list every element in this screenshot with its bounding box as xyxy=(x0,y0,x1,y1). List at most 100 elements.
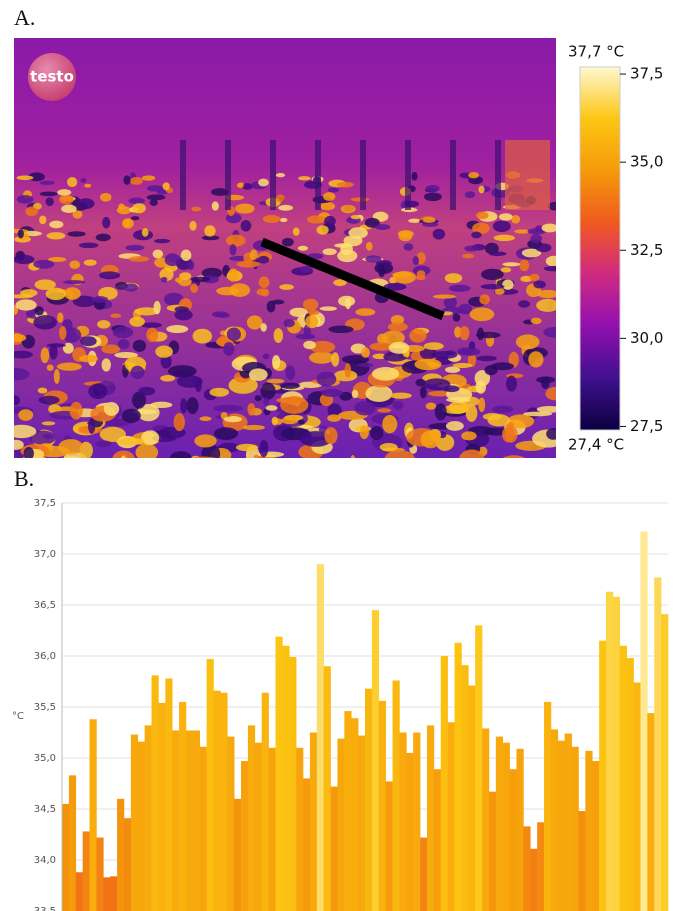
bar xyxy=(523,826,530,911)
heat-blob xyxy=(189,457,220,465)
heat-blob xyxy=(545,387,565,400)
heat-blob xyxy=(415,275,425,280)
heat-blob xyxy=(276,397,305,403)
heat-blob xyxy=(47,343,66,347)
bar xyxy=(386,781,393,911)
heat-blob xyxy=(223,342,234,356)
heat-blob xyxy=(24,447,34,460)
heat-blob xyxy=(324,427,337,444)
heat-blob xyxy=(155,346,173,358)
heat-blob xyxy=(10,351,33,359)
heat-blob xyxy=(272,355,280,369)
heat-blob xyxy=(84,184,91,188)
heat-blob xyxy=(372,367,399,381)
bar xyxy=(558,741,565,911)
heat-blob xyxy=(293,227,300,235)
bar xyxy=(131,735,138,911)
heat-blob xyxy=(413,256,419,265)
bar xyxy=(599,641,606,911)
bar xyxy=(200,747,207,911)
heat-blob xyxy=(276,194,285,202)
heat-blob xyxy=(481,269,504,280)
heat-blob xyxy=(260,383,275,400)
heat-blob xyxy=(138,387,155,396)
heat-blob xyxy=(57,312,63,322)
heat-blob xyxy=(481,284,505,289)
y-tick-label: 37,0 xyxy=(34,549,56,560)
bar xyxy=(399,733,406,911)
bar xyxy=(69,775,76,911)
heat-blob xyxy=(181,250,192,261)
heat-blob xyxy=(468,172,479,178)
heat-blob xyxy=(150,199,158,206)
bar xyxy=(572,747,579,911)
heat-blob xyxy=(41,347,50,363)
bar xyxy=(303,778,310,911)
bar xyxy=(145,725,152,911)
logo: testo xyxy=(30,68,74,86)
heat-blob xyxy=(274,328,284,343)
heat-blob xyxy=(189,221,196,231)
bar xyxy=(510,769,517,911)
heat-blob xyxy=(263,398,269,406)
heat-blob xyxy=(46,197,54,206)
heat-blob xyxy=(237,183,244,188)
heat-blob xyxy=(365,385,392,402)
heat-blob xyxy=(118,339,130,349)
heat-blob xyxy=(47,232,66,239)
bar xyxy=(420,838,427,911)
heat-blob xyxy=(389,342,410,354)
bar xyxy=(413,733,420,911)
heat-blob xyxy=(247,315,263,329)
heat-blob xyxy=(67,231,85,236)
heat-blob xyxy=(281,416,298,424)
heat-blob xyxy=(190,283,198,293)
bar xyxy=(406,753,413,911)
bar xyxy=(441,656,448,911)
heat-blob xyxy=(133,340,146,352)
heat-blob xyxy=(129,256,149,262)
heat-blob xyxy=(453,314,461,322)
heat-blob xyxy=(118,204,125,210)
heat-blob xyxy=(212,201,219,210)
heat-blob xyxy=(528,351,543,367)
heat-blob xyxy=(267,301,276,313)
bar xyxy=(351,718,358,911)
bar xyxy=(627,658,634,911)
bar xyxy=(565,734,572,911)
heat-blob xyxy=(3,368,29,381)
colorbar-max-label: 37,7 °C xyxy=(568,43,624,61)
heat-blob xyxy=(316,372,336,387)
bar xyxy=(289,657,296,911)
heat-blob xyxy=(224,416,242,422)
heat-blob xyxy=(130,366,144,379)
bar xyxy=(337,739,344,911)
bar xyxy=(124,818,131,911)
colorbar-tick-label: 37,5 xyxy=(630,65,663,83)
bar xyxy=(117,799,124,911)
heat-blob xyxy=(476,212,489,219)
bar xyxy=(96,838,103,911)
heat-blob xyxy=(493,220,511,232)
bar xyxy=(241,761,248,911)
heat-blob xyxy=(307,215,326,223)
heat-blob xyxy=(263,215,281,223)
heat-blob xyxy=(13,255,34,264)
bar xyxy=(234,799,241,911)
heat-blob xyxy=(380,443,398,451)
heat-blob xyxy=(316,225,328,234)
colorbar-tick-label: 27,5 xyxy=(630,417,663,435)
heat-blob xyxy=(174,413,185,431)
heat-blob xyxy=(426,185,440,192)
heat-blob xyxy=(80,178,86,183)
heat-blob xyxy=(327,414,341,421)
bar xyxy=(517,749,524,911)
heat-blob xyxy=(199,416,211,421)
bar xyxy=(317,564,324,911)
bar xyxy=(83,831,90,911)
heat-blob xyxy=(216,287,239,296)
heat-blob xyxy=(260,323,266,332)
heat-blob xyxy=(297,462,317,466)
heat-blob xyxy=(63,280,86,284)
bar xyxy=(530,849,537,911)
